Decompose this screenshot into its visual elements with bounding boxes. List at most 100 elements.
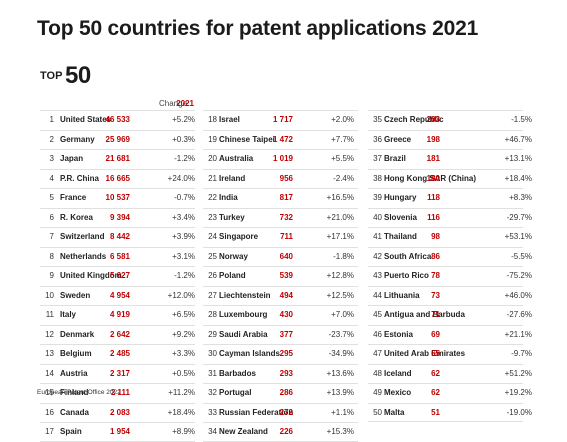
rank-cell: 43 <box>373 271 382 280</box>
country-name: Finland <box>60 388 89 397</box>
table-row: 3 Japan 21 681 -1.2% <box>40 149 195 169</box>
applications-value: 1 019 <box>272 154 293 163</box>
table-row: 45 Antigua and Barbuda 71 -27.6% <box>368 305 532 325</box>
table-row: 17 Spain 1 954 +8.9% <box>40 422 195 442</box>
country-name: Germany <box>60 134 95 144</box>
table-row: 6 R. Korea 9 394 +3.4% <box>40 207 195 228</box>
rank-cell: 3 <box>49 154 54 163</box>
rank-cell: 29 <box>208 329 217 339</box>
change-percent: +2.0% <box>331 115 354 124</box>
rank-cell: 8 <box>49 251 54 261</box>
applications-value: 2 485 <box>109 349 130 358</box>
rank-cell: 40 <box>373 212 382 222</box>
applications-value: 377 <box>279 329 293 339</box>
applications-value: 430 <box>279 310 293 319</box>
table-row: 12 Denmark 2 642 +9.2% <box>40 324 195 345</box>
country-name: Barbados <box>219 368 256 378</box>
rank-cell: 4 <box>49 173 54 183</box>
change-percent: +13.6% <box>326 368 354 378</box>
change-percent: +9.2% <box>172 329 195 339</box>
rank-cell: 37 <box>373 154 382 163</box>
country-name: France <box>60 193 87 202</box>
applications-value: 956 <box>279 173 293 183</box>
rank-cell: 14 <box>45 368 54 378</box>
change-percent: +18.4% <box>504 173 532 183</box>
change-percent: +8.3% <box>509 193 532 202</box>
applications-value: 10 537 <box>105 193 130 202</box>
country-name: Liechtenstein <box>219 290 271 300</box>
country-name: Poland <box>219 271 246 280</box>
rank-cell: 46 <box>373 329 382 339</box>
applications-value: 16 665 <box>105 173 130 183</box>
change-percent: +12.0% <box>167 290 195 300</box>
table-row: 16 Canada 2 083 +18.4% <box>40 402 195 423</box>
applications-value: 286 <box>279 388 293 397</box>
table-row: 43 Puerto Rico 78 -75.2% <box>368 266 532 286</box>
rank-cell: 42 <box>373 251 382 261</box>
footer-source: European Patent Office 2022 <box>37 389 121 396</box>
country-name: Thailand <box>384 232 417 241</box>
change-percent: +17.1% <box>326 232 354 241</box>
rank-cell: 19 <box>208 134 217 144</box>
table-row: 35 Czech Republic 203 -1.5% <box>368 110 532 130</box>
country-name: Saudi Arabia <box>219 329 268 339</box>
country-name: Singapore <box>219 232 259 241</box>
applications-value: 71 <box>431 310 440 319</box>
table-row: 23 Turkey 732 +21.0% <box>203 207 358 228</box>
country-name: Chinese Taipei <box>219 134 275 144</box>
ranking-column-1: 1 United States 46 533 +5.2% 2 Germany 25 969 +… <box>40 110 195 442</box>
rank-cell: 9 <box>49 271 54 280</box>
applications-value: 21 681 <box>105 154 130 163</box>
rank-cell: 21 <box>208 173 217 183</box>
applications-value: 73 <box>431 290 440 300</box>
applications-value: 98 <box>431 232 440 241</box>
applications-value: 732 <box>279 212 293 222</box>
rank-cell: 48 <box>373 368 382 378</box>
badge-number: 50 <box>65 62 91 89</box>
country-name: R. Korea <box>60 212 93 222</box>
table-row: 37 Brazil 181 +13.1% <box>368 149 532 169</box>
country-name: Sweden <box>60 290 91 300</box>
rank-cell: 44 <box>373 290 382 300</box>
table-row: 9 United Kingdom 5 627 -1.2% <box>40 266 195 286</box>
table-row: 19 Chinese Taipei 1 472 +7.7% <box>203 129 358 150</box>
table-row: 32 Portugal 286 +13.9% <box>203 383 358 403</box>
rank-cell: 45 <box>373 310 382 319</box>
applications-value: 5 627 <box>109 271 130 280</box>
country-name: Lithuania <box>384 290 420 300</box>
rank-cell: 47 <box>373 349 382 358</box>
rank-cell: 5 <box>49 193 54 202</box>
country-name: South Africa <box>384 251 432 261</box>
rank-cell: 7 <box>49 232 54 241</box>
change-percent: +7.7% <box>331 134 354 144</box>
applications-value: 181 <box>426 154 440 163</box>
applications-value: 1 472 <box>272 134 293 144</box>
rank-cell: 35 <box>373 115 382 124</box>
table-row: 24 Singapore 711 +17.1% <box>203 227 358 247</box>
country-name: Norway <box>219 251 248 261</box>
applications-value: 640 <box>279 251 293 261</box>
page-title: Top 50 countries for patent applications… <box>37 17 479 40</box>
applications-value: 711 <box>280 232 293 241</box>
change-percent: +21.1% <box>504 329 532 339</box>
applications-value: 295 <box>279 349 293 358</box>
rank-cell: 11 <box>45 310 54 319</box>
applications-value: 51 <box>431 407 440 417</box>
country-name: Luxembourg <box>219 310 268 319</box>
rank-cell: 22 <box>208 193 217 202</box>
applications-value: 494 <box>279 290 293 300</box>
rank-cell: 49 <box>373 388 382 397</box>
table-row: 4 P.R. China 16 665 +24.0% <box>40 168 195 189</box>
change-percent: +3.3% <box>172 349 195 358</box>
change-percent: -1.2% <box>174 271 195 280</box>
applications-value: 539 <box>279 271 293 280</box>
rank-cell: 26 <box>208 271 217 280</box>
change-percent: +5.2% <box>172 115 195 124</box>
change-percent: -75.2% <box>506 271 532 280</box>
country-name: Cayman Islands <box>219 349 280 358</box>
change-percent: +12.8% <box>326 271 354 280</box>
table-row: 11 Italy 4 919 +6.5% <box>40 305 195 325</box>
country-name: P.R. China <box>60 173 99 183</box>
country-name: Mexico <box>384 388 412 397</box>
table-row: 48 Iceland 62 +51.2% <box>368 363 532 384</box>
